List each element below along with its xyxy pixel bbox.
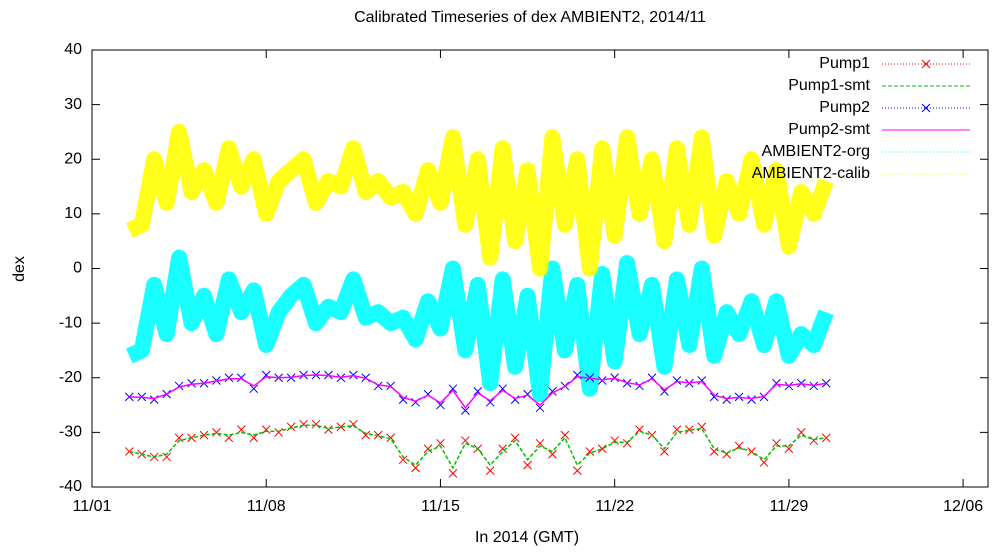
data-point <box>622 438 632 448</box>
data-point <box>709 447 719 456</box>
data-point <box>610 436 620 445</box>
data-point <box>734 441 744 451</box>
legend-label: Pump2-smt <box>788 121 870 138</box>
plot-area <box>124 123 834 478</box>
x-tick-label: 11/15 <box>421 498 460 515</box>
data-point <box>398 395 408 404</box>
y-tick-label: 10 <box>64 205 82 222</box>
data-point <box>261 425 271 434</box>
data-point <box>597 444 607 454</box>
x-tick-label: 12/06 <box>943 498 983 515</box>
data-point <box>274 428 284 437</box>
data-point <box>436 438 445 448</box>
series-line <box>129 374 827 410</box>
data-point <box>286 422 296 432</box>
data-point <box>709 392 719 402</box>
data-point <box>510 433 520 443</box>
x-tick-label: 11/08 <box>247 498 286 515</box>
y-tick-label: -30 <box>59 424 82 441</box>
y-tick-label: 0 <box>73 260 82 277</box>
data-point <box>212 428 221 437</box>
data-point <box>796 428 806 437</box>
legend-label: Pump2 <box>819 99 870 116</box>
data-point <box>336 422 346 432</box>
data-point <box>187 378 196 388</box>
data-point <box>224 373 234 383</box>
x-axis-label: In 2014 (GMT) <box>475 529 579 546</box>
legend: Pump1 Pump1-smt Pump2 Pump2-smt AMBIENT2-org… <box>752 55 970 182</box>
data-point <box>423 444 433 454</box>
data-point <box>572 466 582 475</box>
data-point <box>821 378 831 388</box>
data-point <box>436 400 445 410</box>
data-point <box>697 376 707 385</box>
data-point <box>249 433 259 443</box>
data-point <box>560 430 570 440</box>
legend-label: Pump1-smt <box>788 77 870 94</box>
data-point <box>759 458 769 467</box>
data-point <box>386 433 396 443</box>
data-point <box>535 403 545 413</box>
x-tick-label: 11/01 <box>73 498 112 515</box>
data-point <box>261 370 271 380</box>
x-tick-label: 11/22 <box>595 498 634 515</box>
data-point <box>311 419 321 429</box>
data-point <box>411 463 420 473</box>
y-tick-label: -10 <box>59 314 82 331</box>
legend-label: AMBIENT2-calib <box>752 165 870 182</box>
data-point <box>821 433 831 443</box>
legend-label: AMBIENT2-org <box>762 143 870 160</box>
data-point <box>174 433 184 443</box>
y-axis-label: dex <box>11 256 28 282</box>
y-tick-label: 30 <box>64 96 82 113</box>
data-point <box>722 395 732 404</box>
y-tick-label: 40 <box>64 41 82 58</box>
legend-marker <box>921 103 931 113</box>
data-point <box>684 425 694 434</box>
data-point <box>398 455 408 465</box>
series-band <box>126 249 834 403</box>
y-tick-label: 20 <box>64 150 82 167</box>
data-point <box>548 449 557 459</box>
data-point <box>361 430 371 440</box>
data-point <box>448 384 458 394</box>
series-band <box>126 123 834 277</box>
data-point <box>747 395 756 404</box>
data-point <box>498 444 508 454</box>
chart-title: Calibrated Timeseries of dex AMBIENT2, 2… <box>354 9 706 26</box>
data-point <box>299 419 308 429</box>
data-point <box>249 384 259 394</box>
data-point <box>548 387 557 396</box>
data-point <box>660 447 669 456</box>
data-point <box>324 425 333 434</box>
legend-label: Pump1 <box>819 55 870 72</box>
x-tick-label: 11/29 <box>769 498 808 515</box>
series-line <box>129 424 827 470</box>
data-point <box>448 468 458 478</box>
data-point <box>535 438 545 448</box>
data-point <box>162 452 172 462</box>
data-point <box>199 430 209 440</box>
data-point <box>585 447 595 456</box>
data-point <box>485 466 495 475</box>
y-tick-label: -40 <box>59 478 82 495</box>
y-tick-label: -20 <box>59 369 82 386</box>
data-point <box>460 406 470 415</box>
data-point <box>523 460 532 470</box>
data-point <box>460 436 470 445</box>
legend-marker <box>921 59 931 69</box>
